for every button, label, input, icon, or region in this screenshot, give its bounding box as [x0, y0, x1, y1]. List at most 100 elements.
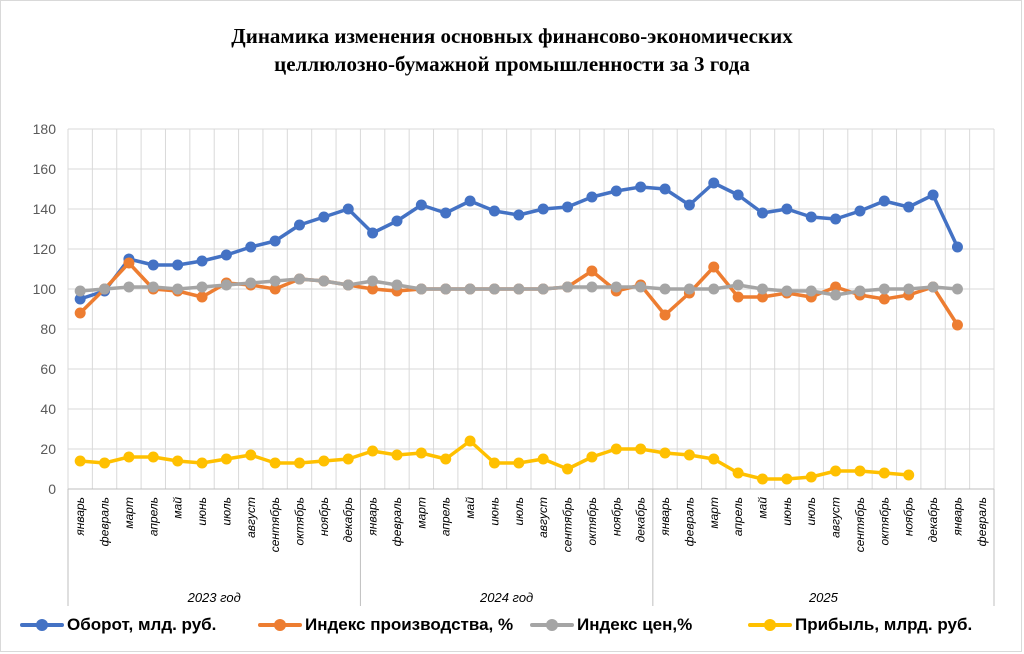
- x-tick-label: июнь: [780, 497, 794, 526]
- data-point: [757, 283, 768, 295]
- data-point: [123, 451, 135, 463]
- data-point: [732, 279, 744, 291]
- legend-label: Индекс цен,%: [577, 615, 693, 634]
- data-point: [903, 469, 915, 481]
- legend-label: Оборот, млд. руб.: [67, 615, 217, 634]
- x-tick-label: ноябрь: [609, 497, 623, 536]
- data-point: [245, 241, 257, 253]
- data-point: [415, 447, 427, 459]
- data-point: [220, 279, 232, 291]
- x-tick-label: август: [536, 497, 550, 538]
- x-tick-label: декабрь: [634, 497, 648, 542]
- data-point: [440, 453, 452, 465]
- data-point: [220, 453, 232, 465]
- y-tick-label: 120: [33, 241, 57, 257]
- legend-item: Индекс производства, %: [258, 612, 513, 638]
- legend-swatch-marker: [36, 619, 48, 631]
- x-tick-label: октябрь: [585, 497, 599, 545]
- data-point: [659, 283, 671, 295]
- data-point: [683, 283, 695, 295]
- data-point: [464, 283, 476, 295]
- data-point: [537, 453, 549, 465]
- x-tick-label: февраль: [98, 497, 112, 546]
- data-point: [367, 283, 379, 295]
- data-point: [659, 447, 671, 459]
- x-tick-label: август: [244, 497, 258, 538]
- legend-swatch-marker: [274, 619, 286, 631]
- data-point: [878, 283, 890, 295]
- data-point: [220, 249, 232, 261]
- series-line: [78, 181, 960, 301]
- data-point: [513, 209, 525, 221]
- y-tick-label: 140: [33, 201, 57, 217]
- data-point: [854, 285, 866, 297]
- data-point: [342, 203, 354, 215]
- data-point: [951, 283, 963, 295]
- x-tick-label: декабрь: [926, 497, 940, 542]
- data-point: [391, 279, 403, 291]
- data-point: [172, 283, 184, 295]
- data-point: [294, 457, 305, 469]
- x-tick-label: апрель: [439, 497, 453, 536]
- data-point: [562, 281, 574, 293]
- data-point: [586, 281, 598, 293]
- data-point: [172, 455, 184, 467]
- legend-swatch: [258, 612, 302, 638]
- x-tick-label: июль: [804, 497, 818, 526]
- data-point: [562, 463, 574, 475]
- chart-title: Динамика изменения основных финансово-эк…: [0, 22, 1024, 78]
- data-point: [708, 453, 720, 465]
- x-tick-label: февраль: [975, 497, 989, 546]
- data-point: [196, 255, 208, 267]
- data-point: [367, 445, 379, 457]
- data-point: [269, 275, 281, 287]
- data-point: [805, 285, 817, 297]
- data-point: [854, 205, 866, 217]
- data-point: [683, 449, 695, 461]
- data-point: [318, 211, 330, 223]
- group-label: 2025: [808, 590, 839, 605]
- y-tick-label: 0: [48, 481, 56, 497]
- data-point: [781, 203, 793, 215]
- legend-item: Прибыль, млрд. руб.: [748, 612, 972, 638]
- data-point: [147, 451, 159, 463]
- group-label: 2023 год: [187, 590, 241, 605]
- data-point: [196, 457, 208, 469]
- data-point: [757, 207, 768, 219]
- x-tick-label: апрель: [731, 497, 745, 536]
- x-tick-label: февраль: [390, 497, 404, 546]
- series-1: [74, 177, 963, 305]
- x-tick-label: март: [707, 497, 721, 529]
- x-tick-label: июль: [512, 497, 526, 526]
- y-tick-label: 20: [40, 441, 56, 457]
- legend-item: Индекс цен,%: [530, 612, 692, 638]
- x-tick-label: ноябрь: [317, 497, 331, 536]
- data-point: [732, 467, 744, 479]
- x-tick-label: июнь: [195, 497, 209, 526]
- data-point: [464, 435, 476, 447]
- y-tick-label: 100: [33, 281, 57, 297]
- data-point: [318, 275, 330, 287]
- data-point: [269, 457, 281, 469]
- x-tick-label: январь: [366, 497, 380, 537]
- data-point: [74, 307, 86, 319]
- y-tick-label: 80: [40, 321, 56, 337]
- data-point: [610, 185, 622, 197]
- legend-swatch-marker: [546, 619, 558, 631]
- data-point: [269, 283, 281, 295]
- x-tick-label: ноябрь: [902, 497, 916, 536]
- data-point: [781, 473, 793, 485]
- data-point: [903, 283, 915, 295]
- x-tick-label: сентябрь: [561, 497, 575, 552]
- y-tick-label: 180: [33, 121, 57, 137]
- data-point: [147, 259, 159, 271]
- data-point: [757, 291, 768, 303]
- data-point: [635, 281, 647, 293]
- data-point: [391, 215, 403, 227]
- data-point: [610, 443, 622, 455]
- x-tick-label: октябрь: [877, 497, 891, 545]
- x-tick-label: март: [414, 497, 428, 529]
- data-point: [367, 227, 379, 239]
- x-tick-label: октябрь: [293, 497, 307, 545]
- data-point: [440, 207, 452, 219]
